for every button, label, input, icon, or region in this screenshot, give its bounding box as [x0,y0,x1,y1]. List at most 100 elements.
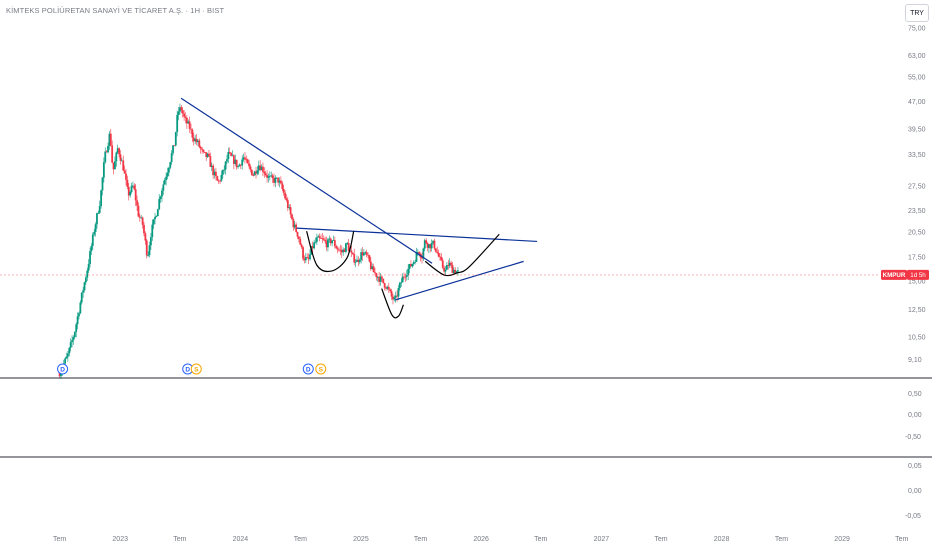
candle-body [383,283,386,288]
candle-body [125,173,127,180]
candle-body [273,178,275,183]
candle-body [430,243,433,249]
candle-body [98,206,101,213]
candle-body [304,257,307,261]
trendline [180,97,433,264]
candle-body [209,156,212,167]
x-tick-label: 2029 [834,536,850,543]
candle-body [190,128,192,130]
candle-body [167,167,170,173]
candle-body [321,238,324,240]
currency-button[interactable]: TRY [905,4,929,22]
candle-body [300,244,303,248]
candle-body [232,155,235,164]
chart-title[interactable]: KİMTEKS POLİÜRETAN SANAYİ VE TİCARET A.Ş… [6,6,225,15]
candle-body [374,272,376,274]
candle-body [144,233,147,241]
candle-body [87,264,90,271]
candle-body [235,159,238,168]
symbol-tag-text: KMPUR [883,272,906,279]
candle-body [322,238,325,240]
osc2-tick-mid: 0,00 [908,488,922,495]
candle-body [259,165,262,171]
candle-body [177,111,180,115]
candle-body [180,107,183,111]
candle-body [350,250,353,253]
x-tick-label: Tem [414,536,427,543]
marker-glyph: S [319,366,324,373]
candle-body [152,219,155,225]
candle-body [107,145,109,153]
pattern-curve [424,233,500,277]
candle-body [215,171,217,177]
candle-body [422,248,425,259]
candle-body [264,173,267,176]
candle-body [263,171,266,174]
last-price-label[interactable]: KMPUR 1d 5h [0,269,929,280]
candle-body [342,249,345,253]
candle-body [320,237,322,239]
candle-body [361,252,364,256]
candle-body [437,252,440,257]
candle-body [151,224,154,238]
candle-body [447,265,450,266]
candle-body [109,133,112,146]
candle-body [123,170,126,174]
osc1-tick-mid: 0,00 [908,412,922,419]
candle-body [112,162,115,170]
candle-body [329,238,332,244]
osc2-tick-top: 0,05 [908,463,922,470]
candle-body [242,157,245,160]
candle-body [440,256,443,261]
candle-body [408,264,411,269]
candle-body [102,162,105,178]
candle-body [159,196,162,200]
x-tick-label: 2026 [473,536,489,543]
candle-body [216,176,219,181]
candle-body [369,261,372,270]
osc2-tick-bottom: -0,05 [905,513,921,520]
candle-body [328,238,331,240]
candle-body [141,217,144,225]
candle-body [148,245,151,256]
candle-body [172,145,174,154]
candle-body [371,266,374,270]
candle-body [203,151,206,153]
candle-body [138,216,141,218]
candle-body [368,255,371,262]
split-marker [190,363,202,375]
candle-body [237,166,239,168]
x-tick-label: 2025 [353,536,369,543]
candle-body [75,324,78,333]
candle-body [266,175,268,178]
candle-body [295,224,298,232]
candle-body [94,224,97,233]
candle-body [325,241,328,248]
candle-body [132,185,134,187]
candle-body [336,248,339,250]
candle-body [357,259,360,263]
candle-body [166,172,169,177]
y-tick-label: 9,10 [908,357,922,364]
candle-body [183,113,185,117]
candle-body [309,254,311,260]
candle-body [379,276,382,282]
candle-body [185,117,188,124]
indicator-panes: 0,50 0,00 -0,50 0,05 0,00 -0,05 [0,377,932,520]
candle-body [327,239,329,248]
candle-body [284,192,286,199]
candle-body [333,240,336,247]
candle-body [324,239,327,242]
candle-body [143,224,145,234]
candle-body [392,296,394,300]
candle-body [416,251,419,253]
marker-glyph: D [60,366,65,373]
candle-body [302,247,304,259]
pattern-curve [306,231,355,273]
candle-body [197,140,199,143]
candle-body [126,179,129,187]
candle-body [241,159,244,166]
candle-body [285,198,288,201]
candle-body [314,241,317,243]
